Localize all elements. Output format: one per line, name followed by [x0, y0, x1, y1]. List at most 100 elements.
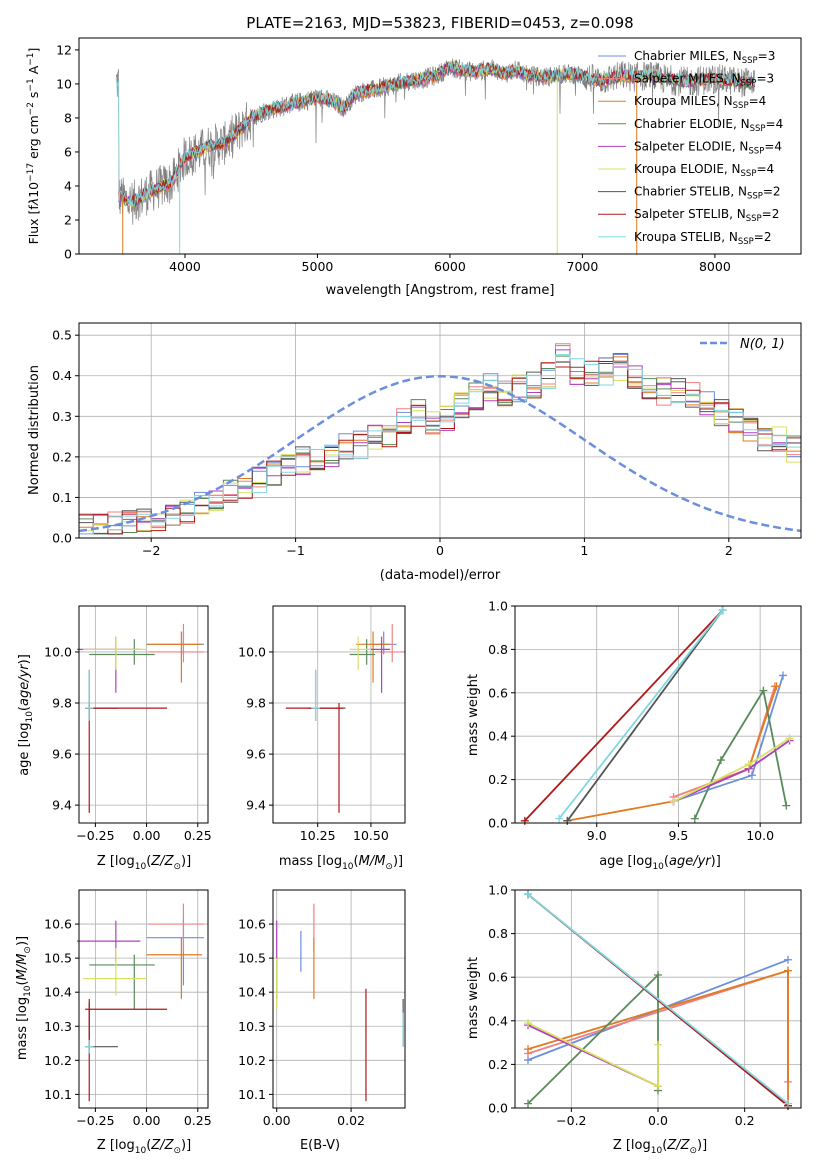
y-tick-label: 10.2 [238, 1053, 266, 1068]
histogram-chabrier-elodie [79, 353, 801, 535]
normal-curve [79, 374, 801, 533]
errorbar-kroupa-elodie [349, 636, 371, 670]
axes-frame [514, 605, 802, 824]
weight-marker [784, 966, 792, 975]
y-tick-label: 10.1 [44, 1087, 72, 1102]
legend-label: Salpeter STELIB, NSSP=2 [634, 207, 779, 224]
axes-frame [78, 37, 802, 255]
errorbar-salpeter-elodie [368, 636, 391, 693]
weight-series-kroupa-stelib [524, 890, 792, 1108]
legend-label: Chabrier MILES, NSSP=3 [634, 49, 775, 66]
weight-marker [744, 760, 753, 769]
weight-marker [669, 797, 678, 806]
errorbar-salpeter-elodie [76, 636, 141, 693]
y-tick-label: 10.5 [238, 951, 266, 966]
x-tick-label: −1 [286, 543, 304, 558]
x-tick-label: −2 [142, 543, 160, 558]
weight-series-chabrier-elodie [524, 971, 662, 1108]
axes-frame [78, 889, 209, 1109]
legend-label: Salpeter MILES, NSSP=3 [634, 72, 774, 89]
x-tick-label: 8000 [699, 259, 731, 274]
y-tick-label: 0.3 [52, 409, 72, 424]
y-tick-label: 9.8 [246, 696, 266, 711]
x-tick-label: 9.5 [668, 828, 688, 843]
massE-xlabel: E(B-V) [300, 1138, 340, 1153]
x-tick-label: 9.0 [587, 828, 607, 843]
weight-line [567, 686, 778, 822]
y-tick-label: 0.8 [488, 926, 508, 941]
y-tick-label: 10.4 [44, 985, 72, 1000]
mass-vs-metallicity-panel: Z [log10(Z/Z⊙)] mass [log10(M/M⊙)] −0.25… [15, 889, 212, 1156]
weight-marker [555, 814, 564, 823]
spectrum-legend: Chabrier MILES, NSSP=3 Salpeter MILES, NS… [598, 49, 783, 247]
plot-area [285, 623, 405, 813]
grid [273, 890, 405, 1108]
y-tick-label: 10.5 [44, 951, 72, 966]
errorbar-salpeter-miles [375, 623, 405, 663]
weight-marker [654, 1082, 662, 1091]
weight-marker [524, 1045, 532, 1054]
legend-label: Chabrier ELODIE, NSSP=4 [634, 117, 783, 134]
y-tick-label: 10.6 [238, 917, 266, 932]
weight-series-kroupa-stelib [555, 606, 727, 823]
y-tick-label: 0 [64, 247, 72, 262]
y-tick-label: 0.8 [488, 642, 508, 657]
massZ-ylabel: mass [log10(M/M⊙)] [15, 936, 33, 1060]
x-tick-label: 10.0 [746, 828, 774, 843]
legend-label: Kroupa ELODIE, NSSP=4 [634, 162, 774, 179]
weight-series-chabrier-elodie [690, 686, 791, 823]
y-tick-label: 9.8 [52, 696, 72, 711]
x-tick-label: 0.0 [648, 1113, 668, 1128]
weight-marker [782, 801, 791, 810]
x-tick-label: 1 [580, 543, 588, 558]
x-tick-label: 0 [436, 543, 444, 558]
plot-area [76, 903, 204, 1102]
legend-label: Chabrier STELIB, NSSP=2 [634, 185, 781, 202]
spectrum-ylabel: Flux [fλ10−17 erg cm−2 s−1 A−1] [26, 48, 41, 245]
grid [515, 605, 801, 824]
weight-marker [718, 606, 727, 615]
x-tick-label: 10.50 [353, 828, 389, 843]
legend-label: N(0, 1) [740, 337, 785, 352]
errorbar-chabrier-elodie [89, 639, 155, 665]
x-tick-label: −0.25 [76, 828, 114, 843]
errorbar-salpeter-miles [148, 903, 204, 952]
ageZ-ylabel: age [log10(age/yr)] [17, 654, 35, 776]
errorbar-salpeter-stelib [85, 703, 168, 813]
y-tick-label: 0.0 [488, 1101, 508, 1116]
x-tick-label: 4000 [169, 259, 201, 274]
errorbar-salpeter-stelib [85, 999, 168, 1102]
weight-series-kroupa-elodie [669, 734, 794, 806]
weight-marker [759, 686, 768, 695]
y-tick-label: 4 [64, 178, 72, 193]
residuals-xlabel: (data-model)/error [380, 568, 501, 583]
spectrum-panel: wavelength [Angstrom, rest frame] Flux [… [26, 37, 802, 298]
y-tick-label: 10 [56, 76, 72, 91]
errorbar-kroupa-elodie [83, 636, 147, 670]
y-tick-label: 1.0 [488, 599, 508, 614]
y-tick-label: 0.6 [488, 685, 508, 700]
weight-line [673, 675, 784, 803]
model-line-kroupa-stelib [115, 60, 755, 207]
errorbar-kroupa-miles [146, 631, 202, 683]
axes-frame [272, 605, 406, 824]
legend-label: Kroupa MILES, NSSP=4 [634, 94, 766, 111]
y-tick-label: 0.2 [488, 1057, 508, 1072]
x-tick-label: −0.2 [556, 1113, 586, 1128]
x-tick-label: 0.25 [184, 1113, 212, 1128]
y-tick-label: 10.6 [44, 917, 72, 932]
y-tick-label: 10.3 [44, 1019, 72, 1034]
weight-marker [654, 1040, 662, 1049]
y-tick-label: 10.0 [44, 644, 72, 659]
x-tick-label: 0.00 [263, 1113, 291, 1128]
errorbar-kroupa-miles [146, 937, 202, 999]
axes-frame [272, 889, 406, 1109]
x-tick-label: 10.25 [300, 828, 336, 843]
errorbar-kroupa-stelib [85, 1039, 94, 1054]
weight-series-chabrier-miles [669, 671, 788, 806]
y-tick-label: 0.0 [488, 816, 508, 831]
y-tick-label: 10.0 [238, 644, 266, 659]
weight-marker [772, 682, 781, 691]
weight-line [673, 737, 791, 803]
